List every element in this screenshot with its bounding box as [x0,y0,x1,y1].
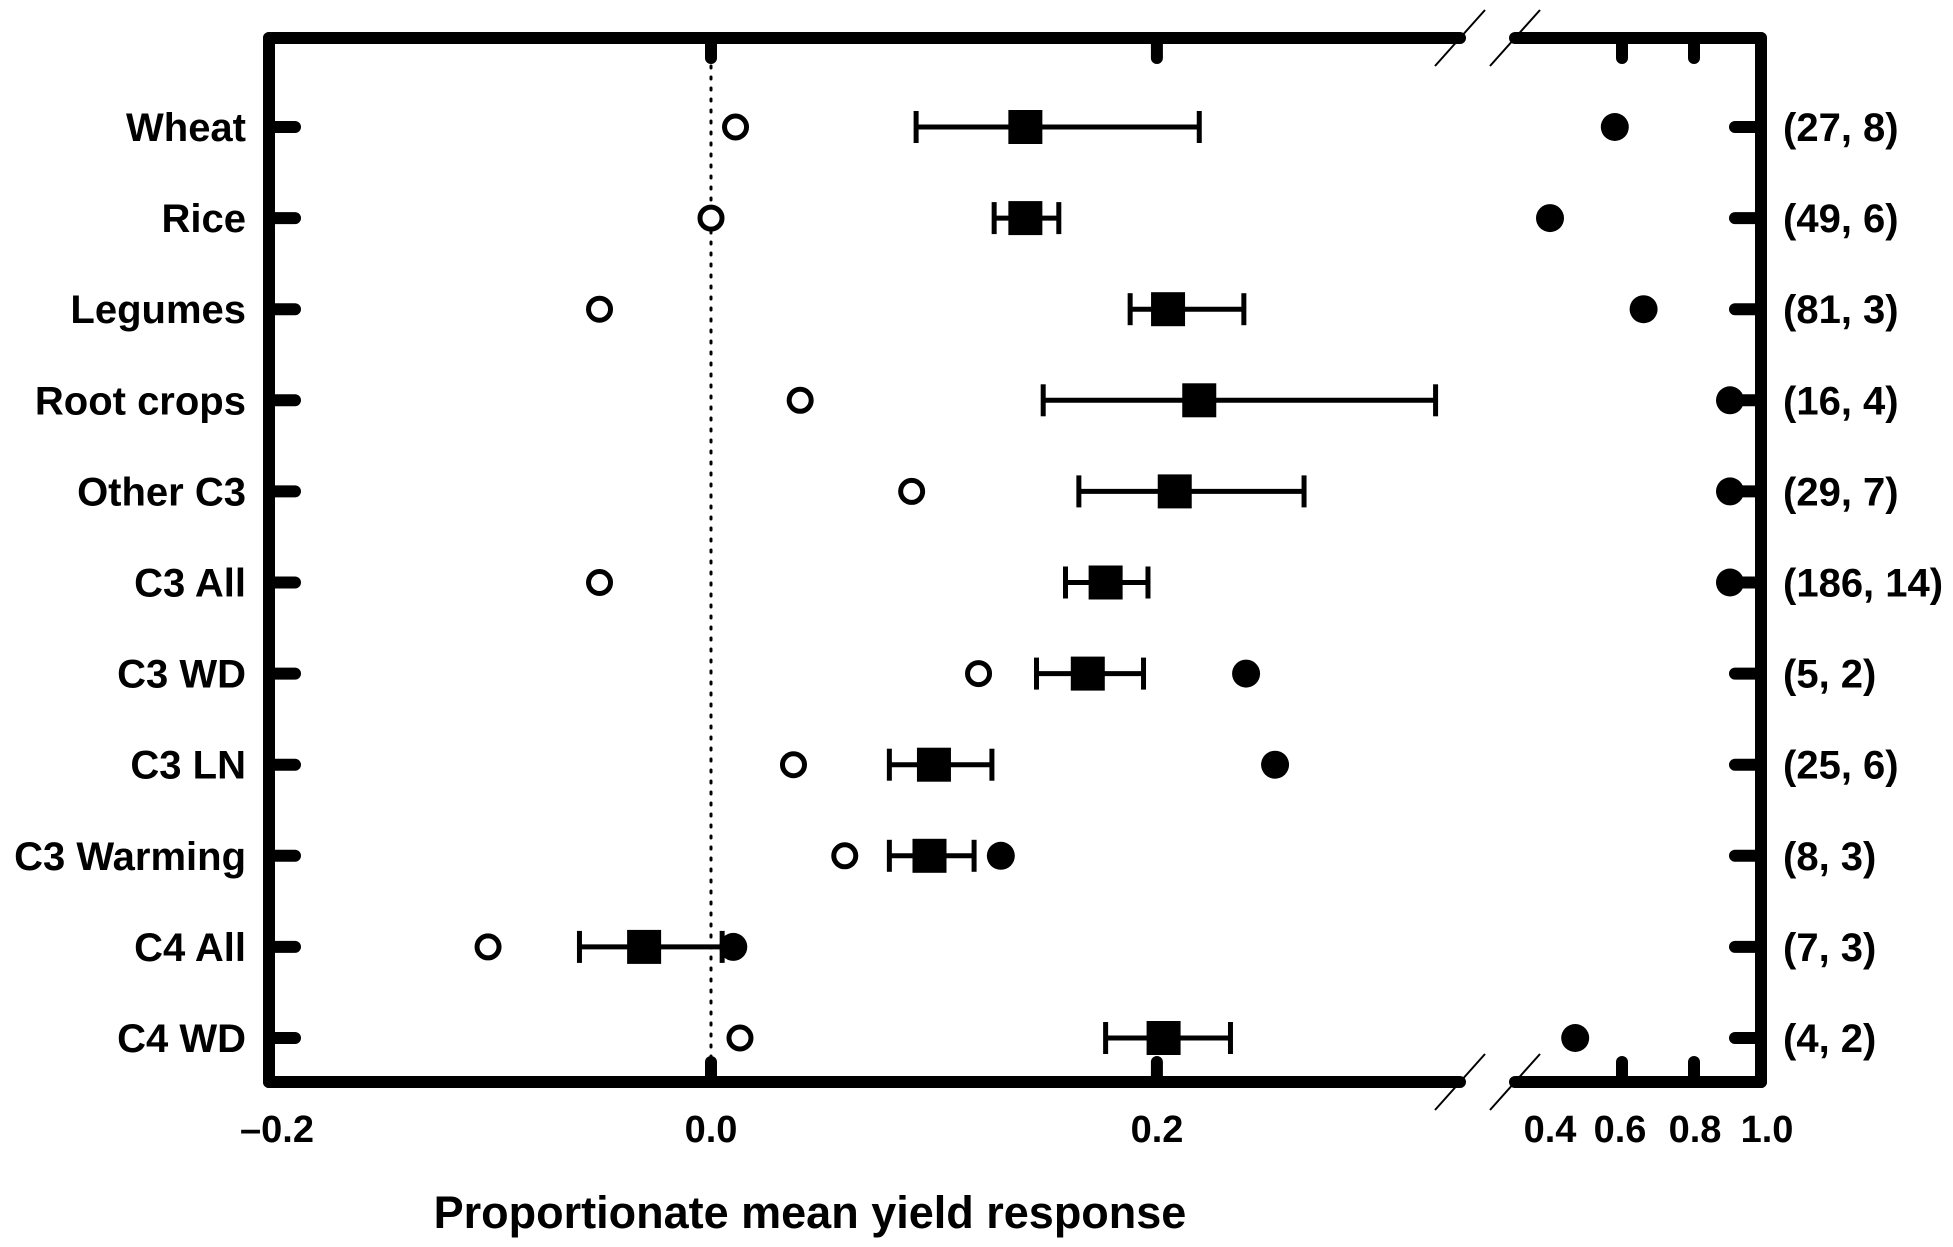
sample-size-label: (4, 2) [1783,1017,1876,1061]
sample-size-label: (186, 14) [1783,562,1943,606]
open-circle-point [898,477,926,505]
filled-circle-point [1261,750,1290,779]
mean-square-point [1008,201,1043,236]
category-label: Other C3 [77,470,246,514]
filled-circle-point [1716,477,1744,506]
category-label: Root crops [35,379,246,423]
open-circle-point [474,933,502,961]
mean-square-point [1146,1021,1181,1055]
sample-size-label: (8, 3) [1783,835,1876,879]
open-circle-point [726,1024,754,1052]
filled-circle-point [986,841,1015,870]
filled-circle-point [1536,204,1564,233]
data-marks [474,110,1744,1055]
filled-circle-point [1232,659,1261,688]
x-tick-label: 0.6 [1594,1109,1647,1151]
category-label: C4 WD [117,1017,246,1061]
sample-size-label: (7, 3) [1783,926,1876,970]
mean-square-point [916,747,951,782]
open-circle-point [586,569,614,596]
mean-square-point [912,838,947,873]
sample-size-label: (29, 7) [1783,470,1899,514]
category-label: Wheat [126,106,246,150]
filled-circle-point [719,932,748,961]
open-circle-point [722,113,750,141]
sample-size-label: (81, 3) [1783,288,1899,332]
open-circle-point [779,751,807,779]
axis-break-mark [1489,1053,1541,1111]
axis-break-mark [1489,9,1541,67]
x-tick-label: –0.2 [240,1109,314,1151]
x-tick-label: 0.0 [685,1109,738,1151]
x-tick-labels: –0.2 0.0 0.2 0.4 0.6 0.8 1.0 [240,1109,1793,1151]
open-circle-point [697,204,725,232]
filled-circle-point [1600,113,1629,141]
open-circle-point [965,660,993,688]
x-tick-label: 0.2 [1131,1109,1184,1151]
category-label: C3 WD [117,653,246,697]
filled-circle-point [1561,1024,1590,1052]
axis-ticks [263,32,1767,1088]
x-tick-label: 0.8 [1669,1109,1722,1151]
sample-size-label: (49, 6) [1783,197,1899,241]
open-circle-point [831,842,859,870]
axis-break-mark [1434,9,1486,67]
mean-square-point [1182,383,1217,418]
filled-circle-point [1629,295,1658,324]
x-tick-label: 0.4 [1524,1109,1577,1151]
category-label: Legumes [70,288,246,332]
category-label: C3 All [134,562,246,606]
mean-square-point [627,929,662,964]
sample-size-labels: (27, 8) (49, 6) (81, 3) (16, 4) (29, 7) (186,… [1783,106,1943,1061]
filled-circle-point [1716,386,1744,415]
x-tick-label: 1.0 [1741,1109,1794,1151]
axis-break-mark [1434,1053,1486,1111]
category-label: Rice [162,197,247,241]
open-circle-point [586,295,614,323]
open-circle-point [786,386,814,414]
mean-square-point [1008,110,1043,144]
mean-square-point [1070,656,1105,691]
mean-square-point [1151,292,1186,327]
filled-circle-point [1716,568,1744,597]
mean-square-point [1088,565,1123,600]
sample-size-label: (27, 8) [1783,106,1899,150]
category-label: C3 LN [130,744,246,788]
category-labels: Wheat Rice Legumes Root crops Other C3 C3 All… [14,106,246,1061]
category-label: C4 All [134,926,246,970]
mean-square-point [1157,474,1192,509]
sample-size-label: (5, 2) [1783,653,1876,697]
plot-frame [263,9,1767,1111]
sample-size-label: (25, 6) [1783,744,1899,788]
category-label: C3 Warming [14,835,246,879]
x-axis-title: Proportionate mean yield response [434,1187,1187,1238]
sample-size-label: (16, 4) [1783,379,1899,423]
